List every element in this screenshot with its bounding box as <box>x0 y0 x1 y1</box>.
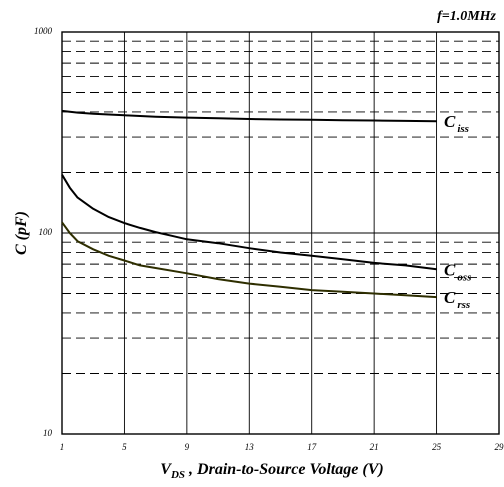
y-axis-label: C (pF) <box>13 211 30 255</box>
x-axis-label-rest: , Drain-to-Source Voltage (V) <box>185 461 384 478</box>
x-tick-label: 9 <box>185 442 190 452</box>
x-tick-label: 1 <box>60 442 65 452</box>
y-tick-label: 1000 <box>34 26 53 36</box>
tick-labels: 1 5 9 13 17 21 25 29 10 100 1000 <box>34 26 504 452</box>
series-line-rss <box>61 221 437 299</box>
x-axis-label: VDS , Drain-to-Source Voltage (V) <box>160 461 383 481</box>
series-line-iss <box>61 109 437 123</box>
x-tick-label: 17 <box>307 442 317 452</box>
series-lines <box>61 109 437 299</box>
plot-area-frame <box>61 31 500 435</box>
frequency-annotation: f=1.0MHz <box>437 9 496 24</box>
x-tick-label: 29 <box>495 442 504 452</box>
y-tick-label: 100 <box>39 227 53 237</box>
x-tick-label: 13 <box>245 442 255 452</box>
x-axis-label-subscript: DS <box>170 469 185 481</box>
y-tick-label: 10 <box>43 428 53 438</box>
series-line-oss <box>61 174 437 271</box>
x-tick-label: 25 <box>432 442 442 452</box>
grid <box>62 32 499 434</box>
x-axis-label-main: V <box>160 461 172 478</box>
x-tick-label: 5 <box>122 442 127 452</box>
x-tick-label: 21 <box>370 442 379 452</box>
